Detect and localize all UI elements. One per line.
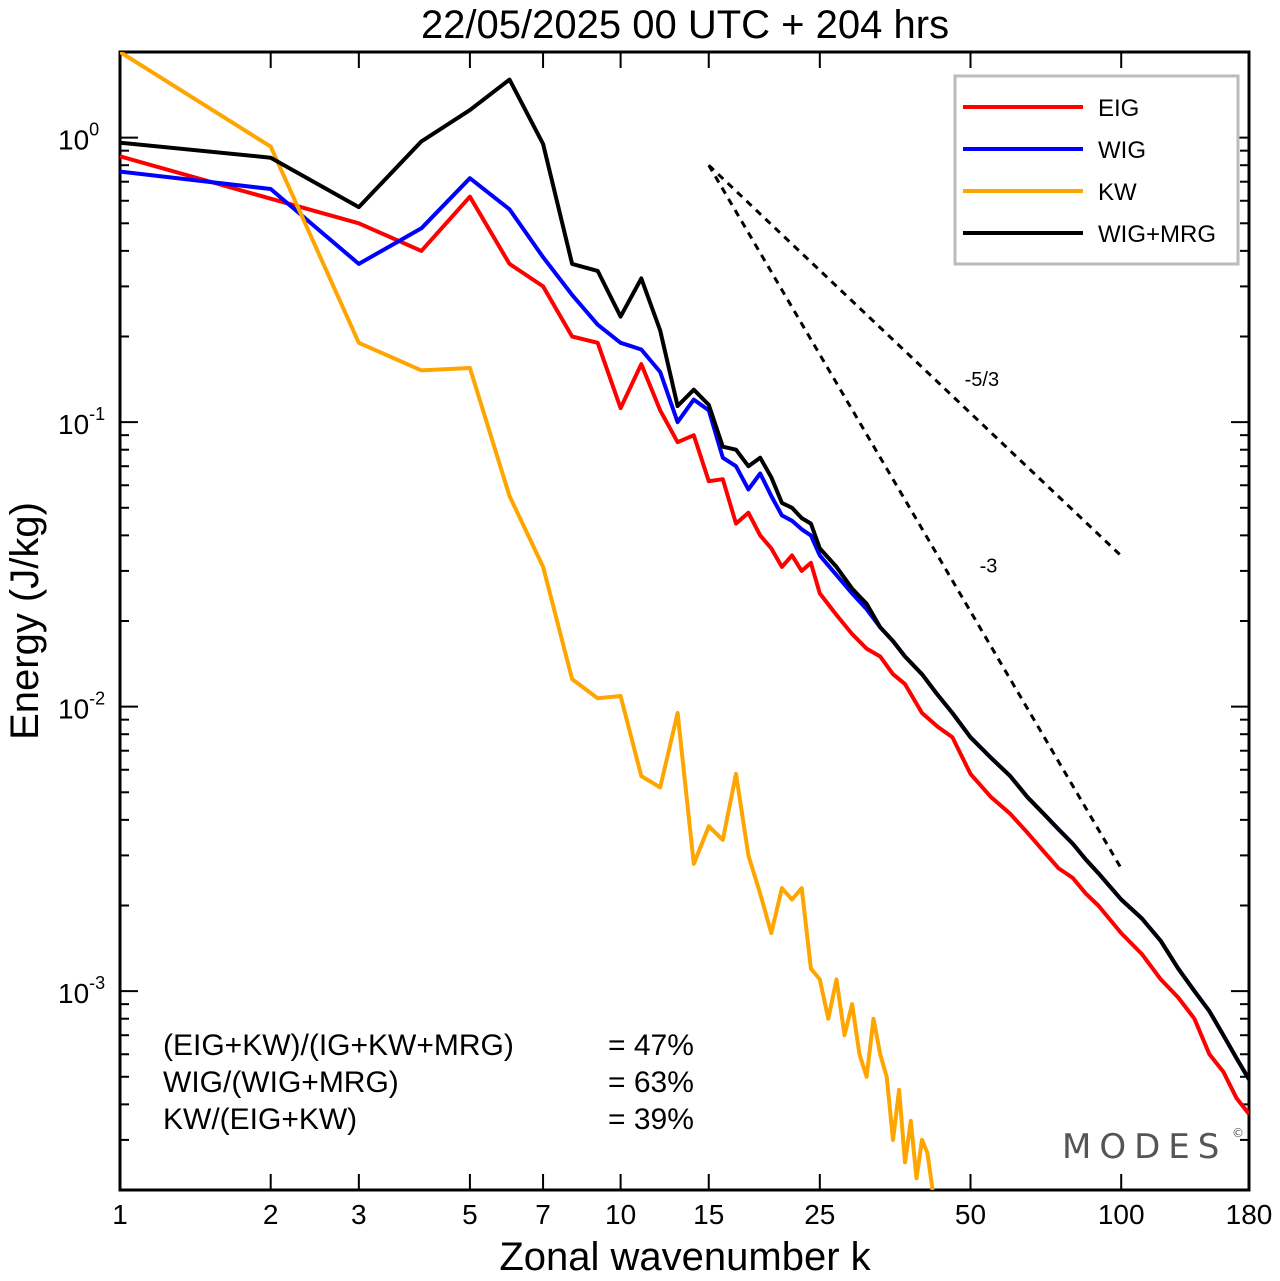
x-tick-label: 1	[112, 1199, 128, 1230]
y-tick-label: 10-3	[58, 973, 105, 1009]
ratio-annotations: (EIG+KW)/(IG+KW+MRG) = 47% WIG/(WIG+MRG) = …	[163, 1029, 694, 1136]
legend-label-kw: KW	[1098, 179, 1137, 206]
x-tick-label: 180	[1226, 1199, 1273, 1230]
series-line-wig-mrg	[120, 77, 1249, 1081]
ratio-value: = 39%	[608, 1103, 694, 1136]
x-tick-label: 100	[1098, 1199, 1145, 1230]
y-tick-label: 10-2	[58, 689, 105, 725]
reference-line-label: -5/3	[965, 369, 999, 391]
x-tick-label: 50	[955, 1199, 986, 1230]
legend: EIG WIG KW WIG+MRG	[953, 74, 1240, 266]
chart-title: 22/05/2025 00 UTC + 204 hrs	[421, 3, 949, 47]
x-tick-label: 25	[804, 1199, 835, 1230]
x-tick-label: 2	[263, 1199, 279, 1230]
legend-label-wig-mrg: WIG+MRG	[1098, 221, 1216, 248]
reference-line	[707, 164, 1123, 557]
series-line-eig	[120, 154, 1249, 1116]
series-line-wig	[120, 169, 1249, 1081]
x-tick-label: 10	[605, 1199, 636, 1230]
watermark-text: MODES	[1062, 1127, 1227, 1167]
reference-line	[707, 164, 1123, 870]
reference-slopes	[707, 164, 1123, 870]
watermark-copyright-mark: ©	[1232, 1126, 1244, 1140]
y-tick-label: 10-1	[58, 404, 105, 440]
reference-slope-labels: -5/3 -3	[965, 369, 999, 577]
x-tick-label: 7	[535, 1199, 551, 1230]
x-tick-label: 5	[462, 1199, 478, 1230]
legend-label-wig: WIG	[1098, 137, 1146, 164]
series-line-kw	[120, 52, 935, 1190]
ratio-value: = 47%	[608, 1029, 694, 1062]
tick-labels: 1 2 3 5 7 10 15 25 50 100 180 100 10-1 10-2 10-3	[58, 120, 1272, 1230]
y-axis-label: Energy (J/kg)	[3, 502, 47, 740]
legend-label-eig: EIG	[1098, 95, 1139, 122]
ratio-label: (EIG+KW)/(IG+KW+MRG)	[163, 1029, 514, 1062]
axis-ticks	[119, 51, 1250, 1191]
reference-line-label: -3	[980, 555, 998, 577]
x-tick-label: 15	[693, 1199, 724, 1230]
ratio-label: KW/(EIG+KW)	[163, 1103, 357, 1136]
ratio-label: WIG/(WIG+MRG)	[163, 1066, 399, 1099]
ratio-value: = 63%	[608, 1066, 694, 1099]
series-lines	[120, 52, 1249, 1190]
x-axis-label: Zonal wavenumber k	[499, 1235, 871, 1279]
y-tick-label: 100	[58, 120, 99, 156]
x-tick-label: 3	[351, 1199, 367, 1230]
